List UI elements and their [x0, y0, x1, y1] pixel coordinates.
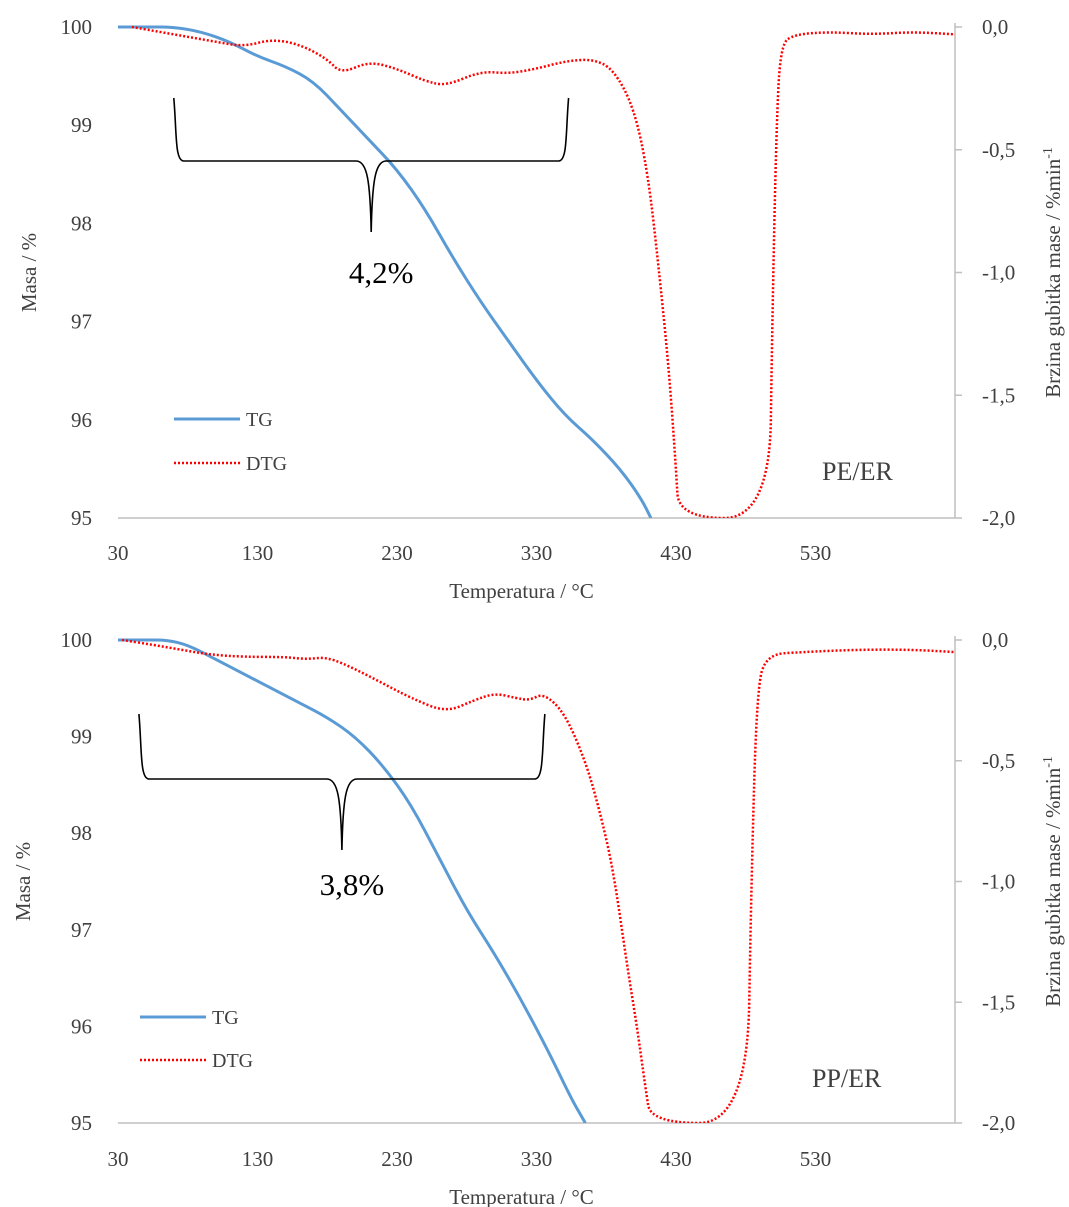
y2-tick-label: -2,0: [982, 506, 1015, 530]
y2-axis-title-text: Brzina gubitka mase / %min: [1041, 767, 1065, 1007]
y-tick-label: 98: [71, 821, 92, 845]
mass-loss-brace: [138, 713, 546, 851]
legend-label-dtg: DTG: [246, 453, 287, 475]
y2-axis-title-exponent: -1: [1041, 756, 1056, 768]
x-tick-label: 530: [800, 541, 832, 565]
legend-label-dtg: DTG: [212, 1050, 253, 1072]
x-axis-title: Temperatura / °C: [449, 579, 594, 603]
y2-tick-label: 0,0: [982, 15, 1008, 39]
x-tick-label: 130: [242, 541, 274, 565]
y-tick-label: 97: [71, 918, 92, 942]
y-tick-label: 100: [61, 628, 93, 652]
x-tick-label: 330: [521, 541, 553, 565]
x-tick-label: 230: [381, 541, 413, 565]
x-tick-label: 230: [381, 1147, 413, 1171]
y-axis-title: Masa / %: [11, 842, 35, 921]
y-tick-label: 96: [71, 1014, 92, 1038]
mass-loss-annotation: 3,8%: [320, 867, 385, 902]
y2-axis-title: Brzina gubitka mase / %min-1: [1041, 147, 1065, 398]
chart-2: 30 130 230 330 430 530 95 96 97 98 99 100 -2,0 -1,5 -1…: [11, 628, 1065, 1207]
y-tick-label: 96: [71, 408, 92, 432]
x-tick-label: 30: [108, 541, 129, 565]
y2-tick-label: -1,0: [982, 261, 1015, 285]
chart-1: 30 130 230 330 430 530 95 96 97 98 99 100 -2,0 -1,5 -1…: [17, 15, 1065, 603]
y-tick-label: 97: [71, 310, 92, 334]
y2-tick-label: -1,5: [982, 990, 1015, 1014]
series-dtg-line: [121, 638, 955, 1123]
y2-axis-title-text: Brzina gubitka mase / %min: [1041, 158, 1065, 398]
sample-label: PE/ER: [822, 457, 893, 486]
y2-axis-title-exponent: -1: [1041, 147, 1056, 159]
x-axis-title: Temperatura / °C: [449, 1185, 594, 1207]
y2-tick-label: -2,0: [982, 1111, 1015, 1135]
legend-label-tg: TG: [246, 409, 273, 431]
x-tick-label: 130: [242, 1147, 274, 1171]
y-tick-label: 95: [71, 1111, 92, 1135]
y-tick-label: 95: [71, 506, 92, 530]
y2-tick-label: -0,5: [982, 749, 1015, 773]
y2-tick-label: -1,5: [982, 383, 1015, 407]
y2-tick-label: -1,0: [982, 870, 1015, 894]
x-tick-label: 330: [521, 1147, 553, 1171]
y-tick-label: 99: [71, 113, 92, 137]
x-tick-label: 430: [660, 541, 692, 565]
y2-axis-title: Brzina gubitka mase / %min-1: [1041, 756, 1065, 1007]
y2-tick-label: -0,5: [982, 138, 1015, 162]
y-tick-label: 100: [61, 15, 93, 39]
x-tick-label: 430: [660, 1147, 692, 1171]
series-tg-line: [118, 25, 653, 518]
series-dtg-line: [131, 25, 955, 518]
mass-loss-brace: [173, 97, 570, 233]
legend-label-tg: TG: [212, 1007, 239, 1029]
y-tick-label: 98: [71, 211, 92, 235]
x-tick-label: 530: [800, 1147, 832, 1171]
x-tick-label: 30: [108, 1147, 129, 1171]
mass-loss-annotation: 4,2%: [349, 255, 414, 290]
y2-tick-label: 0,0: [982, 628, 1008, 652]
series-tg-line: [118, 638, 587, 1123]
sample-label: PP/ER: [812, 1064, 882, 1093]
y-tick-label: 99: [71, 725, 92, 749]
y-axis-title: Masa / %: [17, 233, 41, 312]
